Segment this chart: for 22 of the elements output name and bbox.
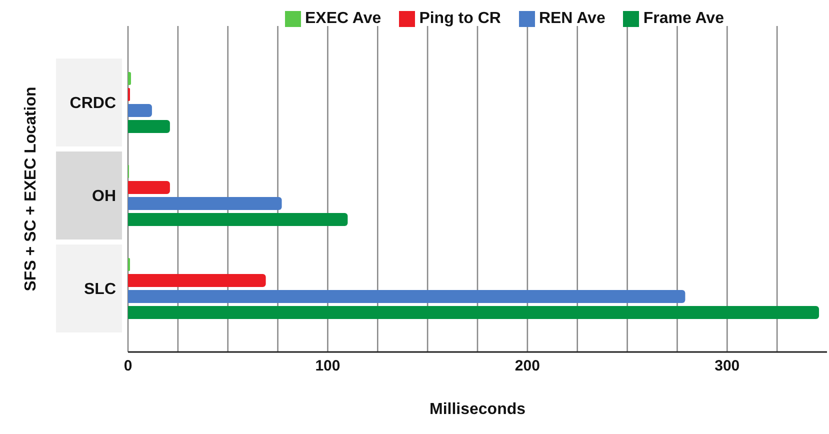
y-tick-label: OH [92, 188, 116, 206]
x-tick-label: 300 [714, 358, 740, 375]
bar [128, 306, 820, 319]
bar [128, 213, 348, 226]
x-axis-title: Milliseconds [429, 401, 526, 418]
legend-label: EXEC Ave [305, 10, 382, 27]
x-tick-label: 200 [514, 358, 540, 375]
bar [128, 274, 266, 287]
bar [128, 72, 131, 85]
x-tick-label: 100 [315, 358, 340, 375]
y-tick-label: SLC [84, 281, 116, 298]
legend-label: Frame Ave [643, 10, 724, 27]
y-tick-label: CRDC [70, 95, 116, 112]
bar [128, 181, 170, 194]
y-axis-title: SFS + SC + EXEC Location [22, 86, 40, 292]
bar [128, 290, 686, 303]
bar [128, 120, 170, 133]
bar [128, 104, 152, 117]
legend-label: Ping to CR [419, 10, 501, 27]
legend-label: REN Ave [538, 10, 606, 27]
x-tick-label: 0 [124, 358, 132, 375]
bar [128, 197, 282, 210]
